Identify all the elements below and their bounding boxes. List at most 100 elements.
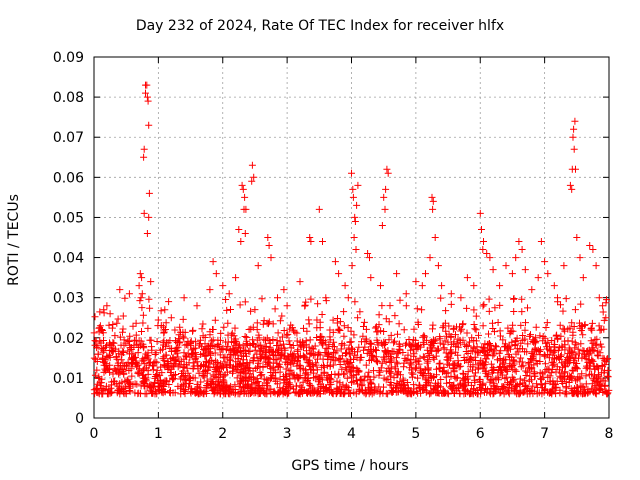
data-point: [224, 331, 232, 339]
data-point: [108, 347, 116, 354]
data-point: [369, 346, 377, 354]
data-point: [338, 365, 346, 373]
data-point: [214, 364, 222, 372]
data-point: [331, 349, 339, 357]
data-point: [567, 372, 575, 380]
data-point: [140, 153, 148, 161]
data-point: [505, 388, 512, 396]
data-point: [545, 354, 553, 362]
data-point: [437, 376, 445, 383]
data-point: [440, 367, 448, 375]
data-point: [385, 336, 393, 344]
data-point: [121, 362, 129, 370]
data-point: [177, 357, 185, 365]
data-point: [334, 326, 342, 334]
data-point: [289, 359, 297, 367]
data-point: [259, 363, 267, 370]
data-point: [566, 375, 574, 383]
data-point: [348, 262, 356, 270]
data-point: [482, 358, 489, 366]
data-point: [106, 361, 114, 369]
data-point: [489, 390, 497, 398]
data-point: [518, 308, 526, 316]
data-point: [581, 321, 589, 329]
data-point: [476, 209, 484, 217]
data-point: [387, 369, 395, 377]
data-point: [486, 254, 494, 262]
data-point: [325, 388, 333, 396]
data-point: [495, 376, 502, 384]
data-point: [372, 353, 380, 361]
data-point: [262, 349, 270, 357]
data-point: [283, 302, 291, 310]
data-point: [381, 205, 389, 213]
data-point: [506, 342, 514, 350]
data-point: [483, 250, 491, 257]
data-point: [263, 376, 271, 384]
data-point: [500, 355, 508, 363]
data-point: [549, 387, 557, 395]
data-point: [158, 369, 166, 377]
data-point: [218, 383, 226, 391]
data-point: [527, 331, 534, 339]
data-point: [374, 341, 382, 349]
data-point: [119, 328, 126, 336]
data-point: [108, 324, 116, 332]
data-point: [219, 346, 227, 354]
data-point: [165, 364, 173, 372]
data-point: [550, 341, 558, 348]
data-point: [150, 379, 158, 387]
data-point: [429, 197, 437, 205]
data-point: [384, 364, 392, 372]
data-point: [134, 349, 142, 357]
data-point: [174, 343, 182, 351]
data-point: [264, 234, 272, 241]
data-point: [192, 338, 200, 346]
data-point: [476, 349, 484, 356]
data-point: [274, 342, 282, 349]
data-point: [556, 355, 564, 363]
data-point: [386, 359, 394, 366]
data-point: [356, 376, 364, 384]
data-point: [557, 374, 565, 382]
data-point: [293, 389, 301, 397]
data-point: [389, 388, 397, 395]
data-point: [489, 348, 497, 356]
data-point: [439, 340, 447, 348]
data-point: [255, 334, 263, 342]
data-point: [548, 337, 556, 344]
data-point: [469, 366, 476, 374]
data-point: [380, 328, 388, 335]
data-point: [588, 344, 596, 352]
data-point: [175, 331, 183, 339]
data-point: [233, 374, 241, 382]
y-tick-label: 0.06: [53, 170, 84, 186]
data-point: [382, 390, 390, 398]
data-point: [111, 332, 119, 340]
data-point: [597, 375, 605, 383]
data-point: [315, 390, 323, 398]
data-point: [175, 339, 183, 347]
data-point: [487, 360, 495, 368]
data-point: [199, 320, 207, 328]
data-point: [106, 310, 114, 318]
data-point: [578, 370, 586, 378]
data-point: [428, 193, 436, 201]
data-point: [347, 359, 355, 366]
data-point: [306, 362, 314, 370]
data-point: [241, 369, 249, 377]
data-point: [181, 341, 189, 349]
data-point: [456, 389, 464, 397]
data-point: [497, 332, 504, 340]
data-point: [129, 322, 137, 330]
data-point: [516, 375, 524, 383]
data-point: [380, 355, 388, 363]
data-point: [479, 322, 487, 330]
data-point: [521, 266, 529, 274]
data-point: [548, 358, 556, 366]
data-point: [273, 359, 281, 367]
data-point: [243, 359, 251, 367]
data-point: [129, 381, 137, 388]
data-point: [377, 327, 385, 335]
data-point: [349, 377, 357, 385]
